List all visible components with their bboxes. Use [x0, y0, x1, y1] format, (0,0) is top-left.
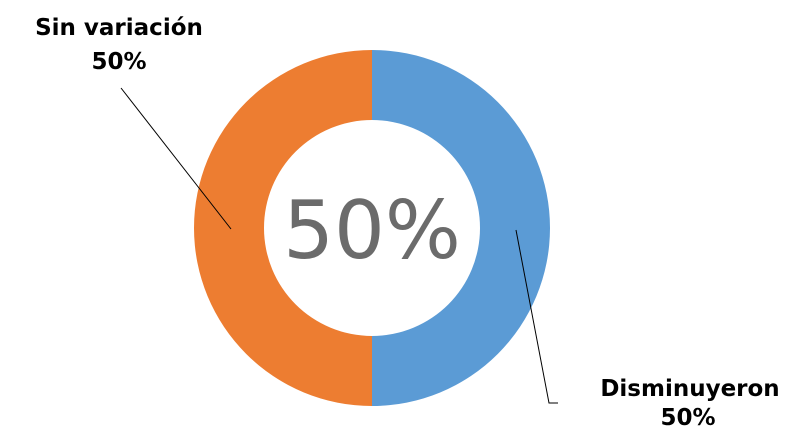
- leaders-layer: [120, 87, 558, 404]
- slices-layer: [194, 50, 550, 406]
- slice-label-sin-variacion: Sin variación: [35, 15, 203, 41]
- slice-value-sin-variacion: 50%: [91, 49, 146, 75]
- center-label: 50%: [283, 184, 461, 277]
- donut-slice-disminuyeron: [372, 50, 550, 406]
- leader-line-sin-variacion: [120, 87, 232, 230]
- slice-label-disminuyeron: Disminuyeron: [600, 376, 779, 402]
- leader-line-disminuyeron: [515, 229, 558, 404]
- slice-value-disminuyeron: 50%: [660, 405, 715, 431]
- donut-slice-sin-variaci-n: [194, 50, 372, 406]
